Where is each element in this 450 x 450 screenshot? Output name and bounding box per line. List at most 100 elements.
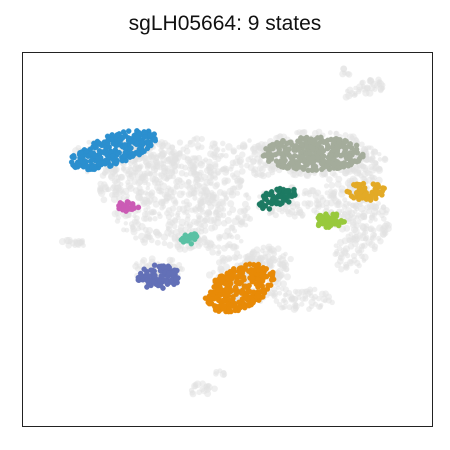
background-point-283 xyxy=(141,211,149,218)
background-point-898 xyxy=(346,133,355,141)
background-point-1226 xyxy=(346,237,352,243)
state-4-point-39 xyxy=(261,195,268,202)
background-point-215 xyxy=(169,205,177,212)
state-2-point-228 xyxy=(315,154,321,161)
background-point-714 xyxy=(230,148,237,155)
background-point-1654 xyxy=(147,153,154,160)
state-1-point-223 xyxy=(91,140,97,147)
background-point-413 xyxy=(118,182,124,187)
background-point-1197 xyxy=(354,269,360,275)
background-point-439 xyxy=(203,211,210,218)
background-point-621 xyxy=(205,158,213,166)
state-4-point-62 xyxy=(260,202,267,209)
background-point-1340 xyxy=(222,263,231,272)
background-point-1469 xyxy=(308,304,314,310)
plot-frame xyxy=(22,52,433,427)
background-point-1459 xyxy=(322,290,329,297)
background-point-1634 xyxy=(166,147,174,155)
background-point-1714 xyxy=(189,245,195,251)
background-point-504 xyxy=(206,201,212,207)
background-point-1610 xyxy=(138,175,144,181)
background-point-997 xyxy=(314,204,320,209)
state-3-point-61 xyxy=(375,183,382,189)
state-9-point-260 xyxy=(250,261,257,268)
state-9-point-205 xyxy=(267,271,274,277)
background-point-647 xyxy=(207,150,215,158)
state-2-point-175 xyxy=(291,164,297,171)
background-point-1803 xyxy=(196,389,203,396)
background-point-1208 xyxy=(343,264,350,271)
background-point-1217 xyxy=(338,266,345,273)
background-point-1430 xyxy=(277,290,283,296)
state-2-point-265 xyxy=(324,145,331,152)
background-point-489 xyxy=(224,243,230,249)
background-point-592 xyxy=(221,147,226,153)
state-3-point-34 xyxy=(350,181,357,188)
background-point-385 xyxy=(135,189,143,197)
state-9-point-258 xyxy=(221,292,228,299)
scatter-plot xyxy=(58,65,392,398)
state-6-point-33 xyxy=(330,211,336,218)
background-point-1270 xyxy=(381,155,388,162)
background-point-1466 xyxy=(305,290,312,297)
state-6-point-40 xyxy=(330,216,337,223)
state-6-point-41 xyxy=(323,221,330,228)
state-1-point-189 xyxy=(121,152,127,159)
background-point-548 xyxy=(185,190,193,198)
state-1-point-199 xyxy=(114,150,121,156)
background-point-1163 xyxy=(352,227,360,235)
state-8-point-81 xyxy=(166,264,173,271)
background-point-1682 xyxy=(86,139,92,145)
state-7-point-20 xyxy=(178,236,185,243)
background-point-1186 xyxy=(380,204,387,211)
background-point-574 xyxy=(215,215,222,222)
state-1-point-104 xyxy=(71,154,77,161)
background-point-653 xyxy=(206,173,215,181)
state-1-point-232 xyxy=(134,134,141,141)
background-point-895 xyxy=(333,130,339,136)
background-point-1448 xyxy=(299,296,306,303)
background-point-729 xyxy=(249,158,257,166)
background-point-909 xyxy=(273,134,280,142)
background-point-545 xyxy=(216,188,224,196)
state-9-point-184 xyxy=(215,305,221,311)
background-point-681 xyxy=(247,138,252,143)
state-6-point-39 xyxy=(324,213,331,220)
background-point-1686 xyxy=(122,166,130,174)
background-point-1228 xyxy=(346,258,355,267)
background-point-140 xyxy=(161,240,168,247)
background-point-1061 xyxy=(338,190,346,198)
background-point-1177 xyxy=(376,201,381,206)
state-6-point-42 xyxy=(316,220,322,227)
background-point-1062 xyxy=(342,197,348,203)
state-2-point-292 xyxy=(282,148,289,155)
state-9-point-210 xyxy=(265,282,271,289)
background-point-654 xyxy=(212,154,218,161)
state-2-point-295 xyxy=(325,158,332,165)
background-point-706 xyxy=(238,168,246,175)
background-point-990 xyxy=(276,206,283,213)
background-point-1735 xyxy=(372,87,378,92)
background-point-1680 xyxy=(159,145,165,151)
state-9-point-254 xyxy=(225,308,232,315)
background-point-1392 xyxy=(284,273,291,281)
state-9-point-109 xyxy=(230,293,236,300)
background-point-1258 xyxy=(364,145,370,151)
state-4-point-57 xyxy=(269,196,276,203)
background-point-1209 xyxy=(334,261,341,269)
background-point-382 xyxy=(168,186,175,193)
background-point-1790 xyxy=(255,256,263,264)
state-1-point-227 xyxy=(122,142,128,148)
background-point-184 xyxy=(158,198,166,206)
background-point-189 xyxy=(128,221,135,227)
background-point-188 xyxy=(152,216,158,222)
background-point-452 xyxy=(235,183,243,191)
state-4-point-37 xyxy=(266,206,273,212)
state-2-point-252 xyxy=(322,138,329,145)
state-2-point-299 xyxy=(295,160,301,167)
state-1-point-202 xyxy=(91,153,98,159)
background-point-1276 xyxy=(377,157,383,162)
background-point-1630 xyxy=(158,160,165,167)
background-point-579 xyxy=(197,205,203,211)
background-point-290 xyxy=(132,213,137,219)
